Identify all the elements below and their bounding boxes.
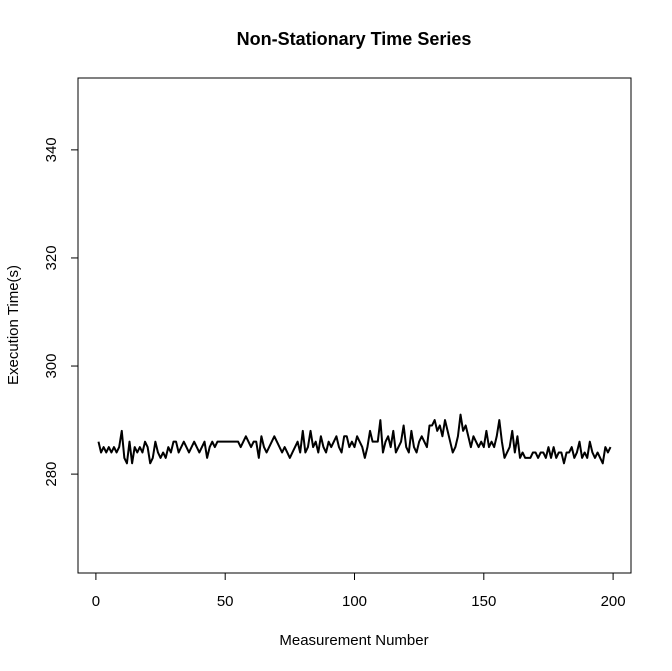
x-tick-label: 100 — [342, 593, 367, 610]
x-axis-label: Measurement Number — [279, 632, 428, 649]
data-line — [97, 413, 612, 465]
y-tick-label: 340 — [43, 137, 60, 162]
y-tick-label: 280 — [43, 462, 60, 487]
plot-frame — [77, 77, 632, 574]
x-tick-label: 200 — [601, 593, 626, 610]
y-tick-label: 300 — [43, 354, 60, 379]
y-axis-label: Execution Time(s) — [5, 265, 22, 385]
x-tick-label: 50 — [217, 593, 234, 610]
y-tick-label: 320 — [43, 245, 60, 270]
chart-title: Non-Stationary Time Series — [237, 29, 472, 49]
x-tick-label: 150 — [471, 593, 496, 610]
x-tick-label: 0 — [92, 593, 100, 610]
